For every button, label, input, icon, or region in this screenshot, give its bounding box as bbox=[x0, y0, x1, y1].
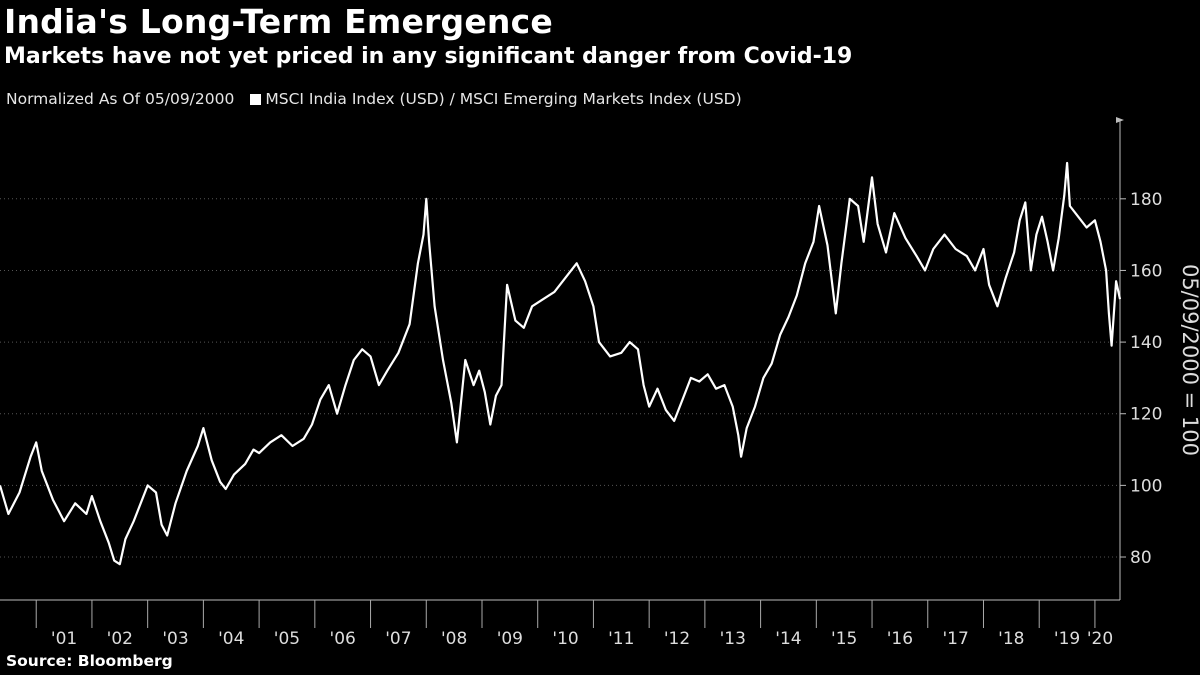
chart-title: India's Long-Term Emergence bbox=[4, 2, 553, 41]
x-tick-label: '07 bbox=[385, 629, 411, 649]
y-tick-label: 120 bbox=[1130, 405, 1162, 425]
legend: Normalized As Of 05/09/2000 MSCI India I… bbox=[6, 90, 742, 108]
x-tick-label: '19 bbox=[1054, 629, 1080, 649]
y-tick-label: 80 bbox=[1130, 548, 1152, 568]
x-tick-label: '15 bbox=[831, 629, 857, 649]
chart-series bbox=[0, 161, 1122, 566]
x-tick-label: '02 bbox=[107, 629, 133, 649]
chart-axes: 80 100 120 140 160 180 '01 '02 '03 '04 '05 '06 '07 '0… bbox=[0, 117, 1162, 649]
x-tick-label: '05 bbox=[274, 629, 300, 649]
x-tick-label: '11 bbox=[608, 629, 634, 649]
x-tick-label: '12 bbox=[664, 629, 690, 649]
y-tick-label: 100 bbox=[1130, 476, 1162, 496]
x-tick-label: '09 bbox=[497, 629, 523, 649]
x-tick-label: '17 bbox=[942, 629, 968, 649]
x-tick-label: '06 bbox=[330, 629, 356, 649]
y-axis-label: 05/09/2000 = 100 bbox=[1178, 264, 1200, 456]
source-note: Source: Bloomberg bbox=[6, 652, 173, 670]
series-line bbox=[0, 161, 1122, 566]
legend-normalized-note: Normalized As Of 05/09/2000 bbox=[6, 90, 235, 108]
x-tick-label: '14 bbox=[775, 629, 801, 649]
legend-swatch bbox=[250, 93, 262, 105]
x-tick-label: '03 bbox=[162, 629, 188, 649]
chart-subtitle: Markets have not yet priced in any signi… bbox=[4, 44, 853, 69]
y-tick-label: 140 bbox=[1130, 333, 1162, 353]
y-tick-label: 160 bbox=[1130, 261, 1162, 281]
x-tick-label: '16 bbox=[887, 629, 913, 649]
x-tick-label: '20 bbox=[1087, 629, 1113, 649]
x-tick-label: '10 bbox=[552, 629, 578, 649]
x-tick-label: '13 bbox=[720, 629, 746, 649]
y-tick-label: 180 bbox=[1130, 190, 1162, 210]
y-axis-arrow bbox=[1116, 117, 1124, 123]
x-tick-label: '08 bbox=[441, 629, 467, 649]
x-tick-label: '18 bbox=[998, 629, 1024, 649]
x-tick-label: '01 bbox=[51, 629, 77, 649]
x-tick-label: '04 bbox=[218, 629, 244, 649]
legend-series-label: MSCI India Index (USD) / MSCI Emerging M… bbox=[265, 90, 742, 108]
